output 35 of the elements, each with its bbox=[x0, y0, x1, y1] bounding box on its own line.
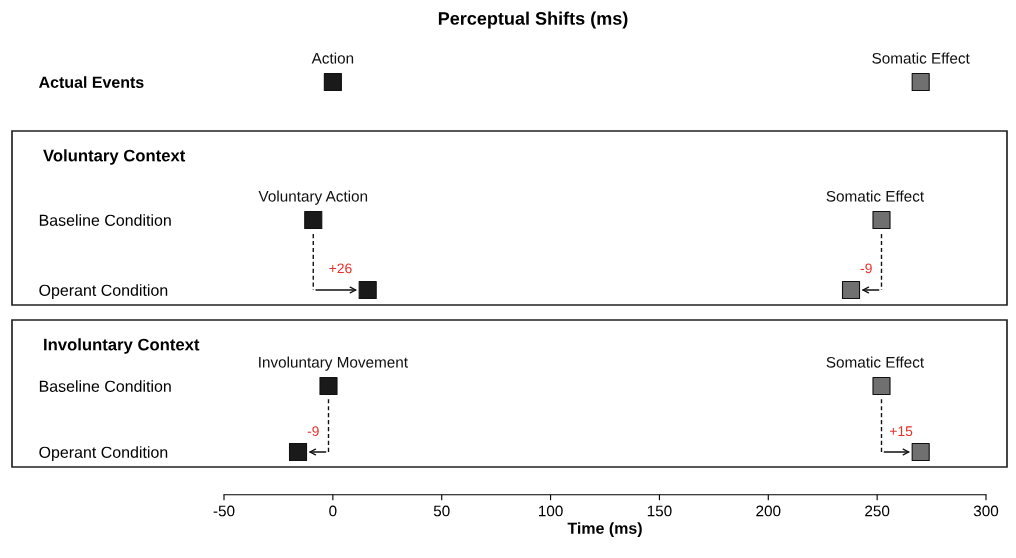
annotation: Action bbox=[311, 52, 354, 64]
y-tick-label: Actual Events bbox=[38, 76, 144, 88]
point bbox=[304, 210, 323, 230]
point bbox=[358, 280, 377, 300]
annotation: +26 bbox=[329, 263, 352, 274]
annotation: Somatic Effect bbox=[826, 190, 924, 202]
annotation: +15 bbox=[889, 426, 913, 437]
x-tick-label: -50 bbox=[213, 505, 235, 517]
point bbox=[841, 280, 861, 300]
point bbox=[288, 442, 308, 462]
point bbox=[872, 376, 891, 396]
point bbox=[872, 210, 891, 230]
x-tick-label: 150 bbox=[647, 505, 672, 517]
annotation: Somatic Effect bbox=[872, 52, 970, 64]
y-tick-label: Baseline Condition bbox=[39, 380, 171, 392]
annotation: Somatic Effect bbox=[826, 356, 924, 368]
y-tick-label: Operant Condition bbox=[39, 446, 168, 462]
point bbox=[319, 376, 338, 396]
x-tick-label: 300 bbox=[973, 505, 999, 517]
x-axis-title: Time (ms) bbox=[567, 522, 642, 538]
point bbox=[911, 442, 930, 462]
x-tick-label: 100 bbox=[538, 505, 563, 517]
annotation: Voluntary Action bbox=[258, 190, 368, 205]
x-tick-label: 200 bbox=[756, 505, 781, 517]
y-tick-label: Operant Condition bbox=[39, 284, 168, 300]
chart-title: Voluntary Context bbox=[43, 149, 186, 165]
x-tick-label: 250 bbox=[865, 505, 890, 517]
annotation: -9 bbox=[307, 426, 319, 437]
x-tick-label: 50 bbox=[433, 505, 450, 517]
y-tick-label: Baseline Condition bbox=[39, 214, 171, 226]
annotation: Involuntary Movement bbox=[259, 356, 408, 371]
chart-title: Perceptual Shifts (ms) bbox=[438, 11, 628, 29]
annotation: -9 bbox=[860, 263, 872, 274]
chart-title: Involuntary Context bbox=[44, 338, 200, 354]
x-tick-label: 0 bbox=[329, 505, 337, 517]
